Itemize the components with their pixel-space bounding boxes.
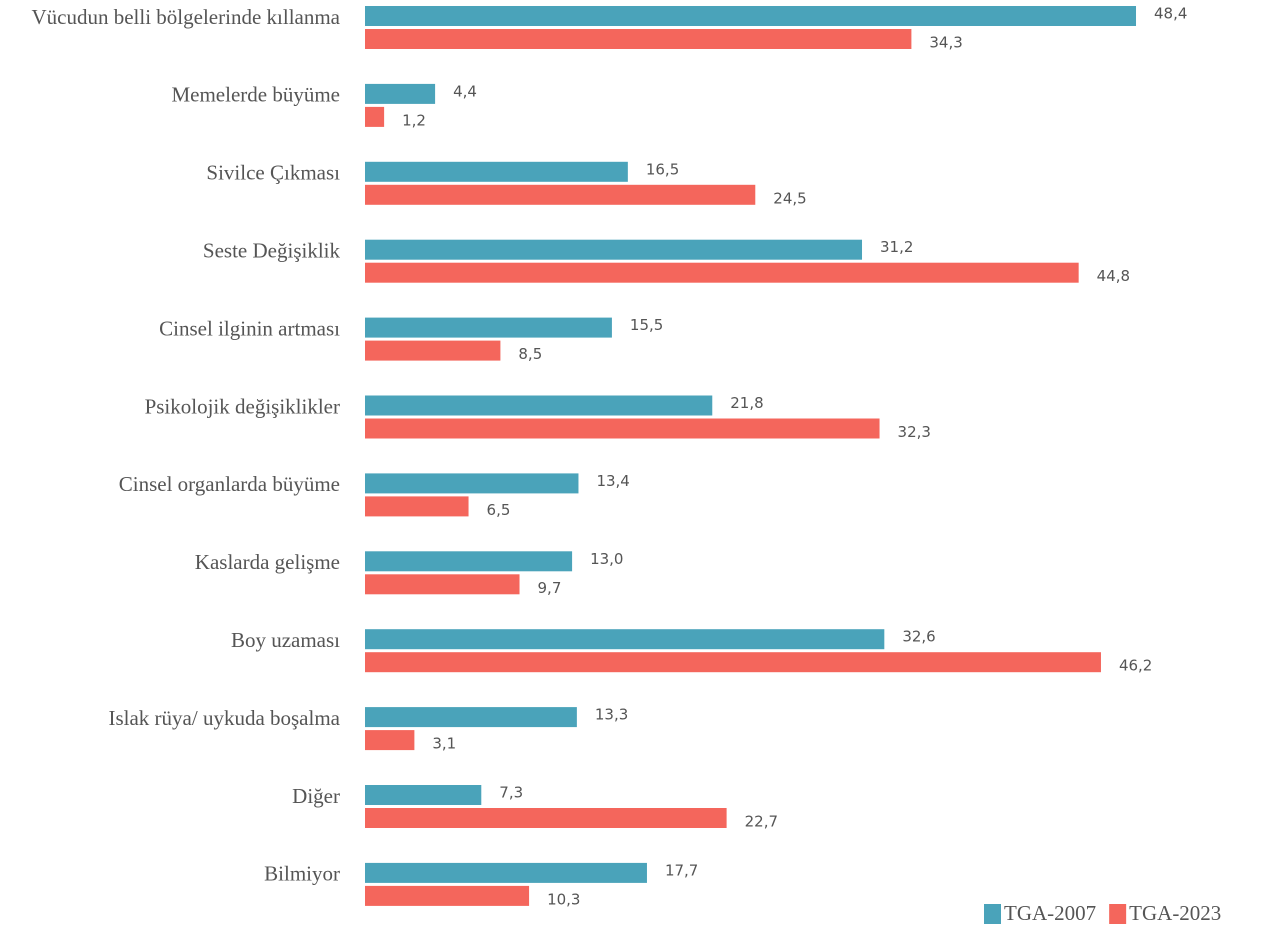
category-label: Boy uzaması	[231, 628, 340, 652]
value-label: 24,5	[773, 189, 806, 207]
bar	[365, 340, 501, 361]
bar	[365, 862, 647, 883]
bar	[365, 395, 713, 416]
bar	[365, 29, 912, 49]
value-label: 7,3	[499, 784, 523, 802]
category-label: Diğer	[292, 784, 340, 808]
value-label: 13,0	[590, 550, 623, 568]
value-label: 6,5	[487, 501, 511, 519]
bar	[365, 239, 863, 260]
legend-swatch	[984, 904, 1001, 924]
value-label: 1,2	[402, 111, 426, 129]
value-label: 16,5	[646, 160, 679, 178]
bar	[365, 574, 520, 595]
value-label: 3,1	[432, 735, 456, 753]
value-label: 4,4	[453, 82, 477, 100]
value-label: 32,6	[902, 628, 935, 646]
bar	[365, 551, 573, 572]
value-label: 10,3	[547, 890, 580, 908]
bar	[365, 707, 577, 728]
value-label: 17,7	[665, 861, 698, 879]
category-label: Memelerde büyüme	[171, 83, 340, 107]
value-label: 48,4	[1154, 5, 1187, 23]
bar	[365, 6, 1137, 26]
bar	[365, 262, 1079, 283]
value-label: 34,3	[929, 34, 962, 52]
bar	[365, 808, 727, 828]
bar	[365, 885, 530, 906]
category-label: Psikolojik değişiklikler	[145, 394, 340, 418]
legend-label: TGA-2007	[1004, 901, 1096, 925]
value-label: 21,8	[730, 394, 763, 412]
value-label: 46,2	[1119, 657, 1152, 675]
legend-label: TGA-2023	[1129, 901, 1221, 925]
category-label: Kaslarda gelişme	[195, 550, 340, 574]
bar	[365, 496, 469, 517]
value-label: 31,2	[880, 238, 913, 256]
bar	[365, 317, 612, 338]
category-label: Islak rüya/ uykuda boşalma	[108, 706, 340, 730]
bar	[365, 184, 756, 205]
legend-swatch	[1109, 904, 1127, 924]
value-label: 13,4	[596, 472, 629, 490]
category-label: Sivilce Çıkması	[206, 161, 340, 185]
value-label: 32,3	[898, 423, 931, 441]
bar	[365, 730, 415, 751]
bar	[365, 161, 628, 182]
bar	[365, 418, 880, 439]
category-label: Seste Değişiklik	[203, 239, 341, 263]
category-label: Cinsel ilginin artması	[159, 316, 340, 340]
bar	[365, 652, 1101, 673]
category-label: Bilmiyor	[264, 862, 340, 886]
value-label: 15,5	[630, 316, 663, 334]
value-label: 8,5	[518, 345, 542, 363]
bar	[365, 629, 885, 650]
bar	[365, 83, 436, 104]
category-label: Vücudun belli bölgelerinde kıllanma	[32, 5, 341, 29]
value-label: 22,7	[745, 813, 778, 831]
bar	[365, 473, 579, 494]
bar	[365, 785, 482, 805]
value-label: 44,8	[1097, 267, 1130, 285]
value-label: 13,3	[595, 706, 628, 724]
bar	[365, 106, 385, 127]
category-label: Cinsel organlarda büyüme	[119, 472, 340, 496]
value-label: 9,7	[538, 579, 562, 597]
